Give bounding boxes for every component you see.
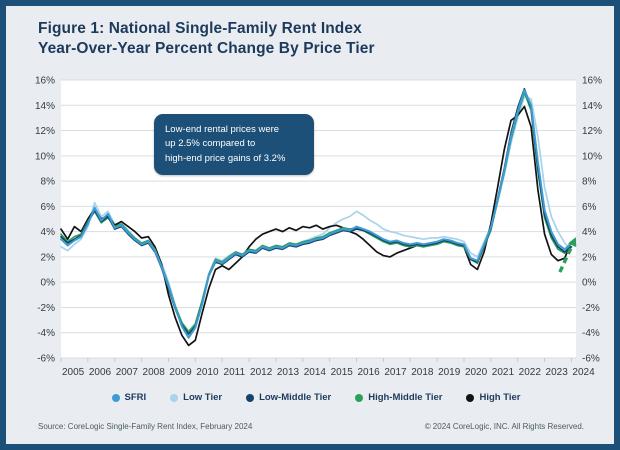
legend-marker-dot <box>466 393 475 402</box>
x-axis-year-label: 2018 <box>411 367 434 378</box>
legend-item-low-tier: Low Tier <box>170 392 222 403</box>
rent-index-line-chart: 16% 16% 14% 14% 12% 12% 10% 10% 8% 8% 6% 6% 4% 4% 2% 2%… <box>35 76 602 379</box>
y-axis-tick-label-left: 16% <box>35 76 55 87</box>
source-note: Source: CoreLogic Single-Family Rent Ind… <box>38 422 253 431</box>
x-axis-year-label: 2016 <box>357 367 380 378</box>
uptrend-arrow-icon <box>558 237 577 273</box>
y-axis-tick-label-right: 0% <box>582 278 597 289</box>
legend-label: High-Middle Tier <box>368 392 443 403</box>
x-axis-year-label: 2005 <box>62 367 85 378</box>
legend-label: Low-Middle Tier <box>259 392 332 403</box>
y-axis-tick-label-left: 2% <box>41 252 56 263</box>
callout-line1: Low-end rental prices were <box>165 124 280 135</box>
callout-line3: high-end price gains of 3.2% <box>165 152 286 164</box>
callout-line2: up 2.5% compared to <box>165 138 256 150</box>
y-axis-tick-label-left: 0% <box>41 278 56 289</box>
figure-title-line2: Year-Over-Year Percent Change By Price T… <box>38 40 375 58</box>
y-axis-tick-label-right: 4% <box>582 227 597 238</box>
chart-legend: SFRI Low Tier Low-Middle Tier High-Middle T… <box>6 392 614 403</box>
y-axis-tick-label-right: -4% <box>582 328 600 339</box>
y-axis-tick-label-right: -2% <box>582 303 600 314</box>
legend-label: Low Tier <box>183 392 223 403</box>
plot-area <box>61 80 576 358</box>
y-axis-tick-label-right: 16% <box>582 76 602 87</box>
y-axis-tick-label-left: 12% <box>35 126 55 137</box>
legend-marker-dot <box>170 393 179 402</box>
y-axis-tick-label-left: 6% <box>41 202 56 213</box>
x-axis-year-label: 2013 <box>277 367 300 378</box>
legend-item-sfri: SFRI <box>111 392 147 403</box>
x-axis-year-label: 2017 <box>384 367 407 378</box>
x-axis-year-label: 2020 <box>465 367 488 378</box>
legend-item-high-tier: High Tier <box>466 392 520 403</box>
legend-item-low-middle-tier: Low-Middle Tier <box>246 392 331 403</box>
x-axis-year-label: 2022 <box>519 367 542 378</box>
x-axis-year-label: 2024 <box>572 367 595 378</box>
x-axis-year-label: 2019 <box>438 367 461 378</box>
copyright-note: © 2024 CoreLogic, INC. All Rights Reserv… <box>424 422 584 431</box>
x-axis-year-label: 2012 <box>250 367 273 378</box>
x-axis-year-label: 2015 <box>331 367 354 378</box>
y-axis-tick-label-left: -4% <box>37 328 55 339</box>
figure-title: Figure 1: National Single-Family Rent In… <box>38 19 375 60</box>
x-axis-year-label: 2021 <box>492 367 515 378</box>
x-axis-year-label: 2007 <box>116 367 139 378</box>
chart-callout-box: Low-end rental prices were up 2.5% compa… <box>154 114 314 175</box>
y-axis-tick-label-left: 4% <box>41 227 56 238</box>
y-axis-tick-label-right: 10% <box>582 151 602 162</box>
y-axis-tick-label-left: -6% <box>37 354 55 365</box>
series-line-sfri <box>60 89 573 339</box>
legend-label: SFRI <box>124 392 147 403</box>
y-axis-tick-label-right: 12% <box>582 126 602 137</box>
y-axis-tick-label-left: 8% <box>41 177 56 188</box>
x-axis-year-label: 2010 <box>196 367 219 378</box>
y-axis-tick-label-left: 10% <box>35 151 55 162</box>
y-axis-tick-label-right: -6% <box>582 354 600 365</box>
x-axis-year-label: 2023 <box>546 367 569 378</box>
figure-title-line1: Figure 1: National Single-Family Rent In… <box>38 20 362 37</box>
y-axis-tick-label-right: 14% <box>582 101 602 112</box>
legend-marker-dot <box>355 393 364 402</box>
y-axis-tick-label-left: -2% <box>37 303 55 314</box>
x-axis-year-label: 2008 <box>143 367 166 378</box>
x-axis-year-label: 2006 <box>89 367 112 378</box>
x-axis-year-label: 2011 <box>224 367 246 378</box>
y-axis-tick-label-right: 8% <box>582 177 597 188</box>
legend-label: High Tier <box>479 392 521 403</box>
y-axis-tick-label-right: 2% <box>582 252 597 263</box>
legend-marker-dot <box>246 393 255 402</box>
legend-item-high-middle-tier: High-Middle Tier <box>355 392 442 403</box>
x-axis-year-label: 2009 <box>169 367 192 378</box>
y-axis-tick-label-right: 6% <box>582 202 597 213</box>
x-axis-year-label: 2014 <box>304 367 327 378</box>
legend-marker-dot <box>111 393 120 402</box>
y-axis-tick-label-left: 14% <box>35 101 55 112</box>
